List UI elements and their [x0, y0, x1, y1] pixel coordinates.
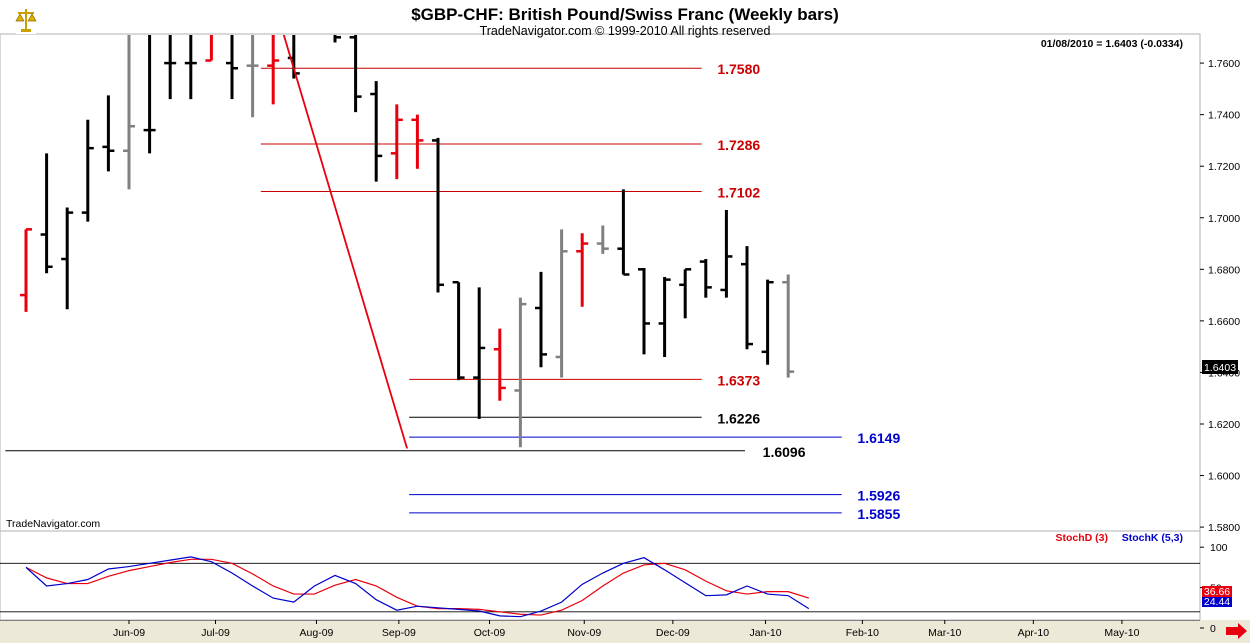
ohlc-bar [617, 189, 630, 276]
time-tick-label: Dec-09 [656, 627, 690, 639]
price-tick-label: 1.7400 [1208, 110, 1240, 122]
time-tick-label: Jan-10 [749, 627, 781, 639]
price-tick-label: 1.6800 [1208, 264, 1240, 276]
level-label: 1.7580 [717, 61, 760, 77]
stochk-legend-label: StochK (5,3) [1122, 532, 1183, 544]
ohlc-bar [102, 95, 115, 172]
level-label: 1.6149 [857, 430, 900, 446]
time-tick-label: Oct-09 [474, 627, 506, 639]
ohlc-bar [741, 246, 753, 350]
chart-subtitle: TradeNavigator.com © 1999-2010 All right… [480, 24, 771, 38]
watermark-label: TradeNavigator.com [6, 518, 100, 530]
level-label: 1.6226 [717, 410, 760, 426]
time-axis-strip [0, 620, 1250, 643]
ohlc-bar [226, 35, 238, 100]
ohlc-bar [390, 104, 403, 180]
current-price-box [1202, 360, 1238, 374]
ohlc-bar [246, 35, 259, 118]
price-readout: 01/08/2010 = 1.6403 (-0.0334) [1041, 38, 1183, 50]
time-tick-label: Jul-09 [201, 627, 230, 639]
level-label: 1.6373 [717, 372, 760, 388]
scales-logo-icon[interactable] [15, 6, 37, 34]
ohlc-bar [782, 274, 795, 378]
time-tick-label: Mar-10 [928, 627, 961, 639]
ohlc-bar [658, 277, 671, 357]
level-label: 1.5926 [857, 488, 900, 504]
stochd-readout-box [1202, 586, 1232, 597]
stochd-legend-label: StochD (3) [1056, 532, 1109, 544]
time-tick-label: Feb-10 [846, 627, 879, 639]
level-label: 1.7102 [717, 184, 760, 200]
price-axis: 1.7600 1.7400 1.7200 1.7000 1.6800 1.6600 1.64… [1200, 58, 1240, 534]
ohlc-bar [596, 225, 609, 254]
trendline [282, 35, 408, 449]
level-label: 1.5855 [857, 506, 900, 522]
ohlc-bar [473, 287, 486, 419]
stochd-readout: 36.66 [1204, 586, 1230, 598]
ohlc-bar [576, 233, 589, 307]
price-tick-label: 1.7200 [1208, 161, 1240, 173]
time-tick-label: Apr-10 [1018, 627, 1050, 639]
ohlc-bars [20, 35, 795, 448]
ohlc-bar [638, 268, 650, 355]
ohlc-bar [720, 210, 733, 298]
price-panel [0, 33, 1201, 532]
ohlc-bar [143, 35, 156, 154]
current-price-label: 1.6403 [1204, 362, 1236, 374]
ohlc-bar [81, 119, 94, 222]
price-tick-label: 1.7000 [1208, 213, 1240, 225]
ohlc-bar [267, 35, 280, 105]
scroll-right-arrow-icon[interactable] [1226, 623, 1247, 639]
ohlc-bar [493, 328, 506, 401]
trendline-group [282, 35, 408, 449]
stochk-line [25, 556, 810, 618]
time-tick-label: Aug-09 [300, 627, 334, 639]
time-axis: Jun-09 Jul-09 Aug-09 Sep-09 Oct-09 Nov-09 Dec-… [113, 620, 1140, 639]
price-tick-label: 1.5800 [1208, 522, 1240, 534]
price-tick-label: 1.7600 [1208, 58, 1240, 70]
ohlc-bar [370, 81, 383, 182]
chart-title: $GBP-CHF: British Pound/Swiss Franc (Wee… [411, 5, 839, 24]
price-tick-label: 1.6000 [1208, 471, 1240, 483]
ohlc-bar [555, 229, 568, 378]
ohlc-bar [184, 35, 197, 100]
ohlc-bar [679, 268, 692, 319]
ohlc-bar [535, 271, 547, 368]
time-tick-label: May-10 [1104, 627, 1139, 639]
level-label: 1.6096 [763, 444, 806, 460]
level-label: 1.7286 [717, 137, 760, 153]
time-tick-label: Sep-09 [382, 627, 416, 639]
ohlc-bar [123, 35, 135, 190]
ohlc-bar [411, 114, 424, 169]
stochastic-panel [0, 530, 1201, 621]
ohlc-bar [20, 228, 32, 312]
ohlc-bar [699, 259, 712, 298]
ohlc-bar [452, 280, 465, 381]
time-tick-label: Nov-09 [567, 627, 601, 639]
price-tick-label: 1.6200 [1208, 419, 1240, 431]
ohlc-bar [40, 153, 53, 274]
ohlc-bar [205, 35, 213, 62]
ohlc-bar [61, 207, 74, 310]
fib-levels [5, 67, 842, 514]
ohlc-bar [164, 35, 177, 100]
ohlc-bar [514, 297, 527, 448]
price-tick-label: 1.6600 [1208, 316, 1240, 328]
ohlc-bar [349, 35, 362, 113]
ohlc-bar [432, 137, 444, 293]
time-tick-label: Jun-09 [113, 627, 145, 639]
stochk-readout-box [1202, 597, 1232, 607]
stoch-tick-label: 0 [1210, 623, 1216, 635]
stoch-tick-label: 100 [1210, 542, 1228, 554]
ohlc-bar [333, 35, 341, 43]
ohlc-bar [761, 279, 774, 365]
stochk-readout: 24.44 [1204, 596, 1230, 608]
